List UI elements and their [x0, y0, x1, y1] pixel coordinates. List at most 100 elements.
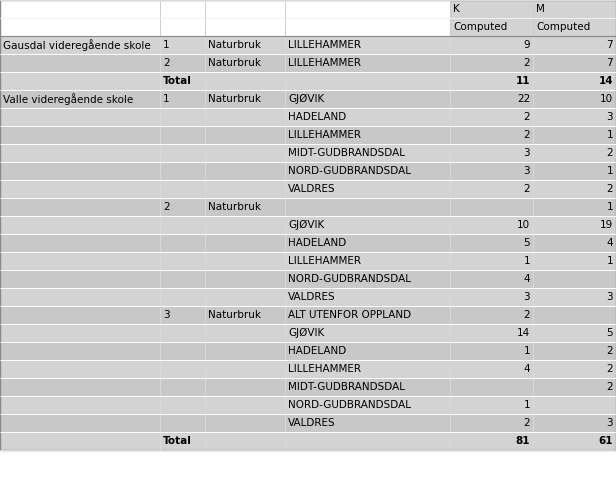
- Bar: [160, 72, 205, 90]
- Bar: [450, 252, 533, 270]
- Text: 3: 3: [606, 112, 613, 122]
- Bar: [285, 180, 450, 198]
- Bar: [0, 72, 160, 90]
- Bar: [160, 306, 205, 324]
- Bar: [533, 234, 616, 252]
- Bar: [450, 270, 533, 288]
- Text: 7: 7: [606, 58, 613, 68]
- Bar: [205, 342, 285, 360]
- Bar: [533, 306, 616, 324]
- Bar: [0, 306, 160, 324]
- Bar: [160, 126, 205, 144]
- Text: 3: 3: [524, 148, 530, 158]
- Bar: [160, 432, 205, 450]
- Bar: [0, 234, 160, 252]
- Bar: [285, 414, 450, 432]
- Text: Naturbruk: Naturbruk: [208, 40, 261, 50]
- Bar: [285, 324, 450, 342]
- Bar: [285, 288, 450, 306]
- Text: GJØVIK: GJØVIK: [288, 220, 324, 230]
- Bar: [450, 162, 533, 180]
- Text: Valle videregående skole: Valle videregående skole: [3, 93, 133, 105]
- Bar: [285, 72, 450, 90]
- Text: K: K: [453, 4, 460, 14]
- Text: 2: 2: [524, 418, 530, 428]
- Text: Gausdal videregående skole: Gausdal videregående skole: [3, 39, 151, 51]
- Text: VALDRES: VALDRES: [288, 418, 336, 428]
- Bar: [285, 18, 450, 36]
- Bar: [0, 288, 160, 306]
- Text: 11: 11: [516, 76, 530, 86]
- Text: MIDT-GUDBRANDSDAL: MIDT-GUDBRANDSDAL: [288, 148, 405, 158]
- Bar: [533, 288, 616, 306]
- Bar: [450, 72, 533, 90]
- Text: Naturbruk: Naturbruk: [208, 58, 261, 68]
- Bar: [450, 0, 533, 18]
- Bar: [450, 36, 533, 54]
- Text: ALT UTENFOR OPPLAND: ALT UTENFOR OPPLAND: [288, 310, 411, 320]
- Bar: [533, 432, 616, 450]
- Bar: [0, 180, 160, 198]
- Bar: [205, 396, 285, 414]
- Bar: [533, 126, 616, 144]
- Bar: [0, 252, 160, 270]
- Bar: [0, 54, 160, 72]
- Bar: [205, 36, 285, 54]
- Bar: [285, 126, 450, 144]
- Bar: [0, 90, 160, 108]
- Text: 3: 3: [606, 292, 613, 302]
- Bar: [160, 288, 205, 306]
- Bar: [205, 180, 285, 198]
- Bar: [0, 18, 160, 36]
- Text: 2: 2: [524, 58, 530, 68]
- Bar: [450, 288, 533, 306]
- Bar: [533, 342, 616, 360]
- Text: 1: 1: [606, 202, 613, 212]
- Text: Naturbruk: Naturbruk: [208, 202, 261, 212]
- Bar: [160, 180, 205, 198]
- Bar: [533, 216, 616, 234]
- Bar: [160, 342, 205, 360]
- Bar: [205, 378, 285, 396]
- Text: 2: 2: [163, 58, 169, 68]
- Bar: [0, 378, 160, 396]
- Text: LILLEHAMMER: LILLEHAMMER: [288, 40, 361, 50]
- Bar: [205, 324, 285, 342]
- Bar: [160, 324, 205, 342]
- Bar: [205, 216, 285, 234]
- Text: Total: Total: [163, 436, 192, 446]
- Bar: [450, 306, 533, 324]
- Bar: [205, 414, 285, 432]
- Bar: [450, 432, 533, 450]
- Text: HADELAND: HADELAND: [288, 238, 346, 248]
- Text: 2: 2: [606, 148, 613, 158]
- Text: 1: 1: [524, 400, 530, 410]
- Bar: [160, 144, 205, 162]
- Bar: [160, 396, 205, 414]
- Text: LILLEHAMMER: LILLEHAMMER: [288, 364, 361, 374]
- Bar: [0, 144, 160, 162]
- Text: 1: 1: [524, 346, 530, 356]
- Bar: [160, 162, 205, 180]
- Bar: [533, 18, 616, 36]
- Bar: [205, 90, 285, 108]
- Bar: [533, 0, 616, 18]
- Text: 2: 2: [606, 346, 613, 356]
- Bar: [450, 216, 533, 234]
- Bar: [160, 216, 205, 234]
- Bar: [285, 162, 450, 180]
- Bar: [160, 252, 205, 270]
- Bar: [450, 198, 533, 216]
- Bar: [285, 342, 450, 360]
- Text: HADELAND: HADELAND: [288, 346, 346, 356]
- Text: 4: 4: [524, 364, 530, 374]
- Text: 2: 2: [524, 112, 530, 122]
- Bar: [0, 126, 160, 144]
- Text: 2: 2: [606, 184, 613, 194]
- Text: MIDT-GUDBRANDSDAL: MIDT-GUDBRANDSDAL: [288, 382, 405, 392]
- Text: 22: 22: [517, 94, 530, 104]
- Text: 3: 3: [163, 310, 169, 320]
- Bar: [205, 162, 285, 180]
- Text: 1: 1: [606, 166, 613, 176]
- Bar: [285, 0, 450, 18]
